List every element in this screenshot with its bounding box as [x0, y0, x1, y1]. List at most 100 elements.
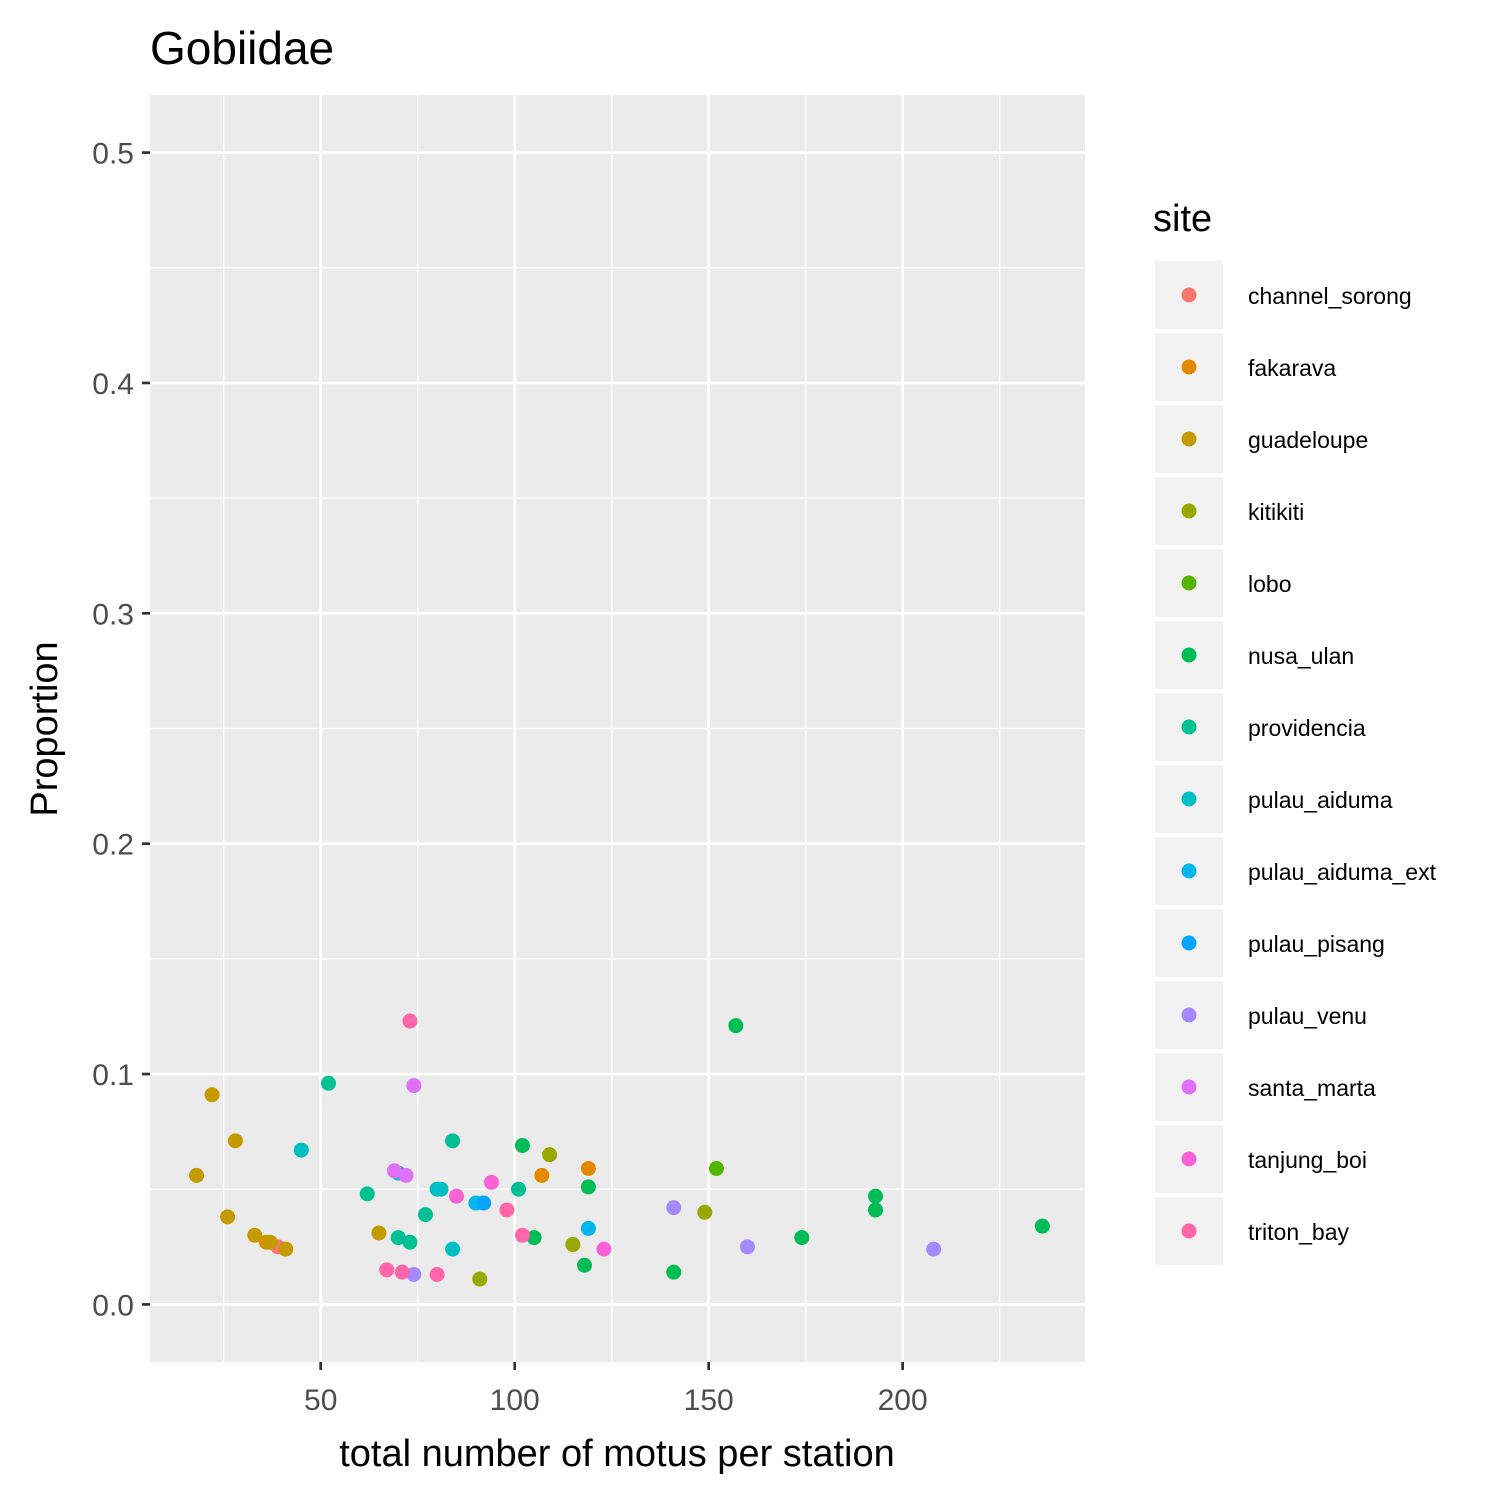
data-point-guadeloupe: [262, 1234, 278, 1250]
y-tick-label: 0.0: [92, 1289, 134, 1322]
legend-dot-triton_bay: [1181, 1223, 1197, 1239]
data-point-tanjung_boi: [596, 1241, 612, 1257]
y-tick-label: 0.4: [92, 368, 134, 401]
data-point-pulau_venu: [926, 1241, 942, 1257]
data-point-triton_bay: [514, 1227, 530, 1243]
data-point-providencia: [417, 1207, 433, 1223]
y-tick-label: 0.1: [92, 1059, 134, 1092]
data-point-triton_bay: [402, 1013, 418, 1029]
data-point-providencia: [402, 1234, 418, 1250]
y-axis-title: Proportion: [24, 641, 66, 816]
data-point-triton_bay: [379, 1262, 395, 1278]
data-point-kitikiti: [565, 1237, 581, 1253]
data-point-nusa_ulan: [794, 1230, 810, 1246]
legend-label-guadeloupe: guadeloupe: [1248, 427, 1368, 453]
legend-dot-fakarava: [1181, 359, 1197, 375]
data-point-kitikiti: [472, 1271, 488, 1287]
data-point-nusa_ulan: [867, 1188, 883, 1204]
data-point-santa_marta: [406, 1078, 422, 1094]
data-point-providencia: [390, 1230, 406, 1246]
legend-dot-pulau_venu: [1181, 1007, 1197, 1023]
data-point-providencia: [320, 1075, 336, 1091]
data-point-tanjung_boi: [448, 1188, 464, 1204]
data-point-nusa_ulan: [1034, 1218, 1050, 1234]
legend-label-pulau_venu: pulau_venu: [1248, 1003, 1367, 1029]
legend-label-kitikiti: kitikiti: [1248, 499, 1304, 525]
data-point-nusa_ulan: [580, 1179, 596, 1195]
x-tick-label: 200: [878, 1384, 928, 1417]
data-point-pulau_venu: [666, 1200, 682, 1216]
plot-panel: [150, 95, 1085, 1362]
data-point-guadeloupe: [204, 1087, 220, 1103]
legend-items: channel_sorong fakarava guadeloupe kitikiti…: [1155, 261, 1437, 1265]
data-point-triton_bay: [429, 1266, 445, 1282]
data-point-fakarava: [580, 1160, 596, 1176]
legend-label-nusa_ulan: nusa_ulan: [1248, 643, 1354, 669]
data-point-tanjung_boi: [483, 1174, 499, 1190]
legend-label-tanjung_boi: tanjung_boi: [1248, 1147, 1367, 1173]
chart-title: Gobiidae: [150, 22, 334, 74]
legend-dot-nusa_ulan: [1181, 647, 1197, 663]
data-point-providencia: [511, 1181, 527, 1197]
data-point-lobo: [708, 1160, 724, 1176]
legend-label-channel_sorong: channel_sorong: [1248, 283, 1412, 309]
data-point-santa_marta: [398, 1167, 414, 1183]
data-point-kitikiti: [697, 1204, 713, 1220]
data-point-nusa_ulan: [577, 1257, 593, 1273]
data-points: [189, 1013, 1050, 1287]
data-point-pulau_venu: [739, 1239, 755, 1255]
legend-dot-pulau_aiduma_ext: [1181, 863, 1197, 879]
legend-label-providencia: providencia: [1248, 715, 1366, 741]
data-point-pulau_aiduma: [293, 1142, 309, 1158]
data-point-nusa_ulan: [666, 1264, 682, 1280]
data-point-providencia: [445, 1133, 461, 1149]
x-tick-label: 150: [684, 1384, 734, 1417]
legend: site channel_sorong fakarava guadeloupe kit…: [1153, 198, 1437, 1265]
legend-dot-pulau_aiduma: [1181, 791, 1197, 807]
legend-dot-pulau_pisang: [1181, 935, 1197, 951]
data-point-guadeloupe: [227, 1133, 243, 1149]
x-tick-label: 100: [490, 1384, 540, 1417]
data-point-guadeloupe: [189, 1167, 205, 1183]
legend-label-santa_marta: santa_marta: [1248, 1075, 1376, 1101]
y-tick-label: 0.5: [92, 138, 134, 171]
legend-label-pulau_aiduma: pulau_aiduma: [1248, 787, 1393, 813]
y-tick-label: 0.2: [92, 829, 134, 862]
data-point-santa_marta: [386, 1163, 402, 1179]
data-point-providencia: [359, 1186, 375, 1202]
data-point-pulau_pisang: [476, 1195, 492, 1211]
legend-dot-guadeloupe: [1181, 431, 1197, 447]
data-point-nusa_ulan: [728, 1018, 744, 1034]
data-point-pulau_aiduma: [445, 1241, 461, 1257]
data-point-nusa_ulan: [867, 1202, 883, 1218]
legend-title: site: [1153, 198, 1212, 240]
legend-label-lobo: lobo: [1248, 571, 1291, 597]
legend-dot-providencia: [1181, 719, 1197, 735]
x-axis: 50 100 150 200: [304, 1362, 928, 1417]
legend-label-fakarava: fakarava: [1248, 355, 1336, 381]
data-point-pulau_aiduma_ext: [580, 1220, 596, 1236]
data-point-pulau_venu: [406, 1266, 422, 1282]
data-point-nusa_ulan: [526, 1230, 542, 1246]
x-axis-title: total number of motus per station: [339, 1433, 895, 1475]
data-point-triton_bay: [499, 1202, 515, 1218]
y-tick-label: 0.3: [92, 598, 134, 631]
data-point-nusa_ulan: [514, 1137, 530, 1153]
legend-label-pulau_pisang: pulau_pisang: [1248, 931, 1385, 957]
data-point-pulau_aiduma: [433, 1181, 449, 1197]
legend-dot-kitikiti: [1181, 503, 1197, 519]
data-point-kitikiti: [542, 1147, 558, 1163]
data-point-fakarava: [534, 1167, 550, 1183]
data-point-guadeloupe: [220, 1209, 236, 1225]
legend-dot-lobo: [1181, 575, 1197, 591]
legend-label-pulau_aiduma_ext: pulau_aiduma_ext: [1248, 859, 1437, 885]
legend-dot-tanjung_boi: [1181, 1151, 1197, 1167]
data-point-guadeloupe: [278, 1241, 294, 1257]
legend-dot-channel_sorong: [1181, 287, 1197, 303]
legend-label-triton_bay: triton_bay: [1248, 1219, 1350, 1245]
x-tick-label: 50: [304, 1384, 337, 1417]
legend-dot-santa_marta: [1181, 1079, 1197, 1095]
data-point-triton_bay: [394, 1264, 410, 1280]
data-point-guadeloupe: [247, 1227, 263, 1243]
